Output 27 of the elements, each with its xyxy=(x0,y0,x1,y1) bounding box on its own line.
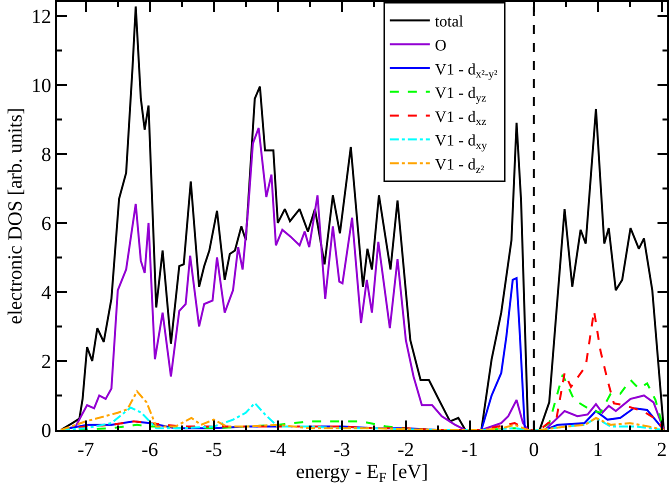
legend-label: O xyxy=(434,37,446,54)
x-tick-label: -6 xyxy=(141,438,158,461)
y-tick-label: 2 xyxy=(41,350,52,373)
x-tick-label: -4 xyxy=(269,438,286,461)
y-tick-label: 0 xyxy=(41,420,52,442)
x-tick-label: -2 xyxy=(398,438,414,461)
legend-label: V1 - d$_{yz}$ xyxy=(434,85,486,104)
legend-label: V1 - d$_{x²-y²}$ xyxy=(434,61,498,81)
y-tick-label: 4 xyxy=(41,282,52,304)
y-axis-title: electronic DOS [arb. units] xyxy=(4,108,26,324)
x-tick-label: 1 xyxy=(592,438,603,461)
legend-label: V1 - d$_{z²}$ xyxy=(434,156,485,176)
x-tick-label: 2 xyxy=(656,438,667,461)
x-tick-label: 0 xyxy=(528,438,539,461)
y-tick-label: 8 xyxy=(41,144,52,166)
y-tick-label: 6 xyxy=(41,212,52,235)
legend-label: V1 - d$_{xz}$ xyxy=(434,108,486,128)
x-tick-label: -1 xyxy=(462,438,478,461)
legend-label: V1 - d$_{xy}$ xyxy=(434,132,488,152)
x-tick-label: -5 xyxy=(205,438,222,461)
legend-label: total xyxy=(434,14,464,31)
x-tick-label: -7 xyxy=(77,438,94,461)
y-tick-label: 10 xyxy=(31,74,52,97)
line-series xyxy=(60,390,665,430)
x-tick-label: -3 xyxy=(334,438,350,461)
x-axis-title: energy - E$_{F}$ [eV] xyxy=(296,460,428,486)
y-tick-label: 12 xyxy=(31,6,52,28)
